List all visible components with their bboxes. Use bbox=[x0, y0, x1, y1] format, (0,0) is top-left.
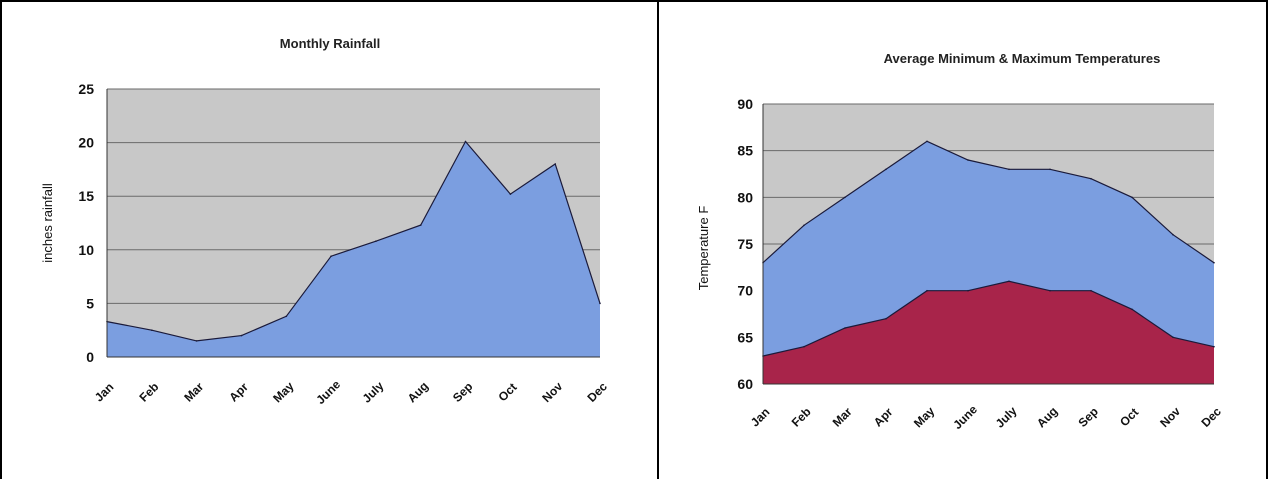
x-tick-label: Sep bbox=[450, 379, 475, 404]
data-point bbox=[151, 329, 153, 332]
data-point bbox=[1172, 233, 1174, 236]
frame-center-divider bbox=[657, 0, 659, 479]
y-tick-label: 25 bbox=[78, 81, 94, 97]
data-point bbox=[1213, 261, 1215, 264]
data-point bbox=[1172, 336, 1174, 339]
y-tick-label: 0 bbox=[86, 349, 94, 365]
series-line-1 bbox=[106, 140, 601, 342]
data-point bbox=[419, 224, 422, 226]
frame-top-border bbox=[0, 0, 1268, 2]
data-point bbox=[803, 345, 805, 348]
x-tick-label: Mar bbox=[181, 379, 206, 404]
x-tick-label: May bbox=[270, 379, 297, 406]
data-point bbox=[1008, 168, 1010, 171]
data-point bbox=[1131, 308, 1133, 311]
y-tick-label: 60 bbox=[737, 376, 753, 392]
x-tick-label: July bbox=[993, 404, 1020, 431]
y-axis-label: Temperature F bbox=[696, 206, 711, 291]
data-point bbox=[375, 240, 377, 242]
data-point bbox=[599, 302, 601, 305]
x-tick-label: Sep bbox=[1075, 404, 1100, 429]
x-tick-label: June bbox=[950, 402, 980, 432]
y-tick-label: 65 bbox=[737, 329, 753, 345]
data-point bbox=[1131, 196, 1133, 199]
data-point bbox=[967, 289, 969, 292]
data-point bbox=[844, 327, 846, 329]
x-tick-label: Oct bbox=[1117, 405, 1141, 429]
data-point bbox=[885, 317, 887, 320]
x-tick-label: Feb bbox=[136, 380, 161, 405]
x-tick-label: Apr bbox=[226, 380, 251, 405]
area-series-2 bbox=[763, 281, 1214, 384]
frame-left-border bbox=[0, 0, 2, 479]
y-tick-label: 85 bbox=[737, 143, 753, 159]
rainfall-chart: Monthly Rainfall inches rainfall 0 5 10 15 2… bbox=[40, 36, 610, 407]
data-point bbox=[967, 159, 969, 161]
x-tick-label: Jan bbox=[748, 405, 773, 430]
y-tick-label: 70 bbox=[737, 283, 753, 299]
temperature-chart: Average Minimum & Maximum Temperatures T… bbox=[696, 51, 1224, 432]
data-point bbox=[554, 163, 556, 165]
y-tick-label: 15 bbox=[78, 188, 94, 204]
x-tick-label: Dec bbox=[1198, 404, 1224, 430]
y-tick-label: 75 bbox=[737, 236, 753, 252]
temperature-chart-panel: Average Minimum & Maximum Temperatures T… bbox=[658, 0, 1268, 479]
data-point bbox=[1049, 168, 1051, 171]
frame-right-border bbox=[1266, 0, 1268, 479]
x-tick-label: Oct bbox=[496, 380, 520, 404]
data-point bbox=[285, 315, 288, 318]
x-tick-label: Nov bbox=[539, 379, 565, 405]
y-tick-label: 20 bbox=[78, 135, 94, 151]
x-tick-label: June bbox=[313, 377, 343, 407]
data-point bbox=[509, 193, 512, 195]
data-point bbox=[240, 334, 243, 337]
y-axis-label: inches rainfall bbox=[40, 183, 55, 263]
data-point bbox=[926, 140, 928, 143]
y-tick-label: 80 bbox=[737, 189, 753, 205]
x-tick-label: Apr bbox=[871, 405, 896, 430]
series-line-1 bbox=[762, 140, 1215, 264]
chart-title: Monthly Rainfall bbox=[280, 36, 380, 51]
x-tick-label: Feb bbox=[789, 405, 814, 430]
data-point bbox=[1008, 280, 1010, 283]
y-tick-label: 10 bbox=[78, 242, 94, 258]
data-point bbox=[195, 340, 198, 342]
x-tick-label: Mar bbox=[830, 404, 855, 429]
x-tick-label: Aug bbox=[405, 379, 431, 405]
data-point bbox=[803, 224, 805, 227]
data-point bbox=[844, 196, 846, 199]
x-tick-label: July bbox=[360, 379, 387, 406]
y-tick-label: 90 bbox=[737, 96, 753, 112]
x-tick-label: May bbox=[911, 404, 938, 431]
data-point bbox=[330, 255, 332, 257]
x-tick-label: Dec bbox=[584, 379, 610, 405]
data-point bbox=[1090, 289, 1092, 292]
x-tick-label: Aug bbox=[1034, 404, 1060, 430]
data-point bbox=[1049, 289, 1051, 292]
rainfall-chart-panel: Monthly Rainfall inches rainfall 0 5 10 15 2… bbox=[40, 36, 610, 407]
data-point bbox=[1090, 177, 1092, 180]
chart-title: Average Minimum & Maximum Temperatures bbox=[884, 51, 1161, 66]
data-point bbox=[1213, 345, 1215, 348]
x-tick-label: Jan bbox=[92, 380, 117, 405]
data-point bbox=[885, 168, 887, 171]
data-point bbox=[464, 140, 467, 143]
y-tick-label: 5 bbox=[86, 295, 94, 311]
x-tick-label: Nov bbox=[1157, 404, 1183, 430]
series-line-2 bbox=[762, 280, 1215, 357]
data-point bbox=[926, 289, 928, 292]
